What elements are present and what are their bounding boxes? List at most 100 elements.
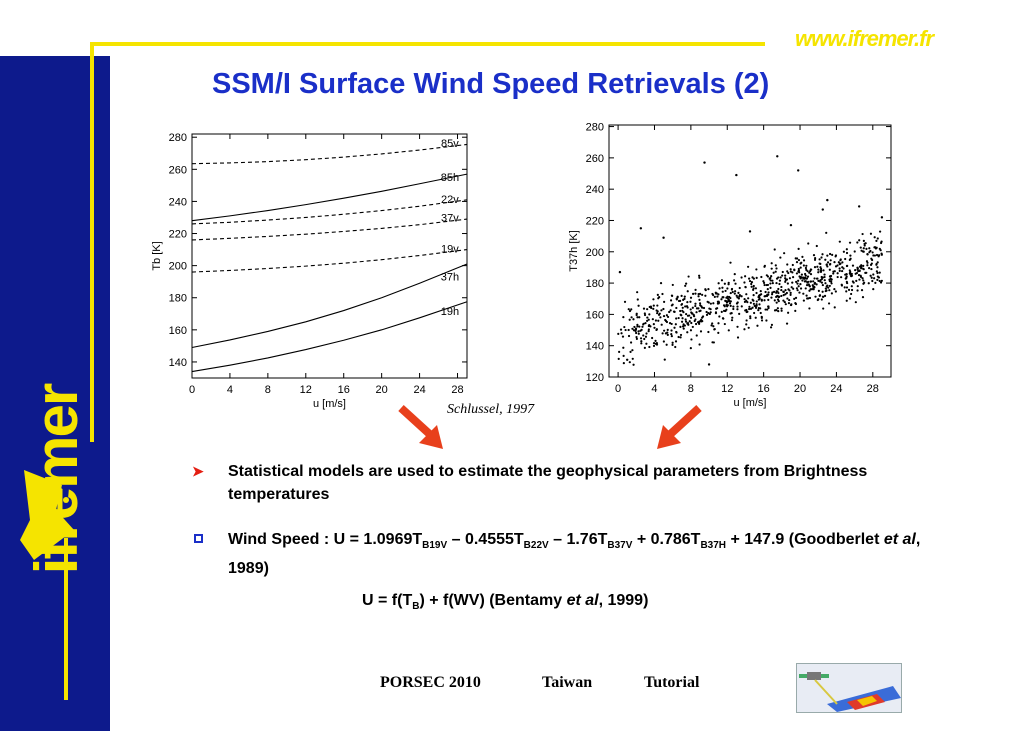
- scatter-point: [822, 295, 825, 298]
- scatter-point: [651, 336, 654, 340]
- scatter-point: [863, 242, 866, 245]
- scatter-point: [842, 250, 845, 253]
- scatter-point: [767, 305, 770, 308]
- scatter-point: [631, 327, 634, 330]
- scatter-point: [661, 292, 664, 296]
- scatter-point: [671, 343, 674, 346]
- scatter-point: [685, 282, 688, 285]
- scatter-point: [789, 291, 792, 294]
- scatter-point: [638, 316, 641, 319]
- scatter-point: [825, 231, 828, 234]
- scatter-point: [773, 248, 776, 251]
- scatter-point: [822, 307, 825, 310]
- site-url[interactable]: www.ifremer.fr: [795, 26, 934, 51]
- scatter-point: [847, 288, 851, 291]
- arrowhead-bullet-icon: ➤: [192, 463, 204, 479]
- scatter-point: [880, 253, 883, 256]
- scatter-point: [803, 280, 806, 283]
- scatter-point: [759, 311, 762, 315]
- scatter-point: [770, 267, 773, 270]
- scatter-point: [762, 280, 765, 283]
- scatter-point: [745, 323, 748, 326]
- scatter-point: [782, 299, 785, 302]
- x-tick-label: 8: [688, 383, 694, 395]
- scatter-point: [736, 325, 739, 328]
- scatter-point: [812, 280, 815, 283]
- scatter-point: [698, 274, 701, 277]
- scatter-point: [862, 279, 865, 282]
- equation-subscript: B37H: [700, 540, 727, 552]
- scatter-point: [808, 284, 811, 287]
- scatter-point: [685, 305, 689, 308]
- scatter-point: [862, 264, 865, 267]
- y-axis-label: Tb [K]: [151, 241, 163, 270]
- scatter-point: [670, 335, 673, 338]
- scatter-point: [726, 295, 729, 298]
- series-line-85v: [191, 143, 468, 165]
- scatter-point: [657, 313, 661, 316]
- scatter-point: [644, 322, 647, 325]
- scatter-point: [748, 277, 751, 280]
- scatter-point: [686, 331, 689, 334]
- scatter-point: [718, 287, 721, 290]
- scatter-point: [643, 346, 646, 349]
- scatter-point: [642, 334, 645, 337]
- y-tick-label: 180: [586, 278, 604, 290]
- scatter-point: [721, 286, 724, 289]
- scatter-point: [760, 319, 764, 322]
- scatter-point: [668, 322, 672, 325]
- logo-emblem-icon: [20, 470, 74, 560]
- scatter-point: [627, 308, 630, 311]
- scatter-point: [853, 250, 856, 253]
- scatter-point: [665, 314, 668, 317]
- scatter-point: [870, 257, 873, 260]
- scatter-point: [817, 298, 820, 301]
- scatter-point: [845, 276, 848, 279]
- scatter-point: [814, 295, 817, 298]
- scatter-point: [662, 340, 665, 343]
- scatter-point: [670, 322, 673, 326]
- scatter-point: [824, 258, 827, 261]
- scatter-point: [654, 319, 658, 322]
- scatter-point: [699, 309, 702, 312]
- scatter-point: [820, 256, 823, 259]
- scatter-point: [726, 300, 729, 303]
- x-tick-label: 28: [867, 383, 879, 395]
- scatter-point: [781, 274, 784, 277]
- scatter-point: [827, 286, 830, 289]
- scatter-point: [736, 336, 740, 339]
- tb-model-chart: 0 4 8 12 16 20 24 28 140 160 180 200 220 240 260 280 u […: [148, 126, 478, 411]
- scatter-point: [833, 287, 836, 291]
- scatter-point: [653, 326, 656, 329]
- scatter-point: [670, 329, 673, 332]
- scatter-point: [777, 291, 780, 295]
- scatter-point: [851, 280, 854, 283]
- scatter-point: [828, 275, 832, 278]
- scatter-point: [807, 242, 810, 245]
- scatter-point: [743, 328, 746, 331]
- scatter-point: [765, 319, 768, 322]
- scatter-point: [856, 241, 859, 244]
- scatter-point: [748, 305, 751, 308]
- scatter-point: [824, 287, 827, 290]
- scatter-point: [821, 276, 824, 279]
- x-tick-label: 0: [189, 384, 195, 396]
- scatter-point: [779, 256, 782, 259]
- scatter-point: [875, 270, 878, 273]
- y-tick-label: 180: [169, 293, 187, 305]
- scatter-point: [711, 341, 714, 344]
- scatter-point: [816, 277, 819, 280]
- scatter-point: [666, 333, 669, 337]
- equation-part: – 1.76T: [548, 531, 608, 548]
- scatter-point: [849, 270, 852, 274]
- scatter-point: [876, 275, 879, 278]
- scatter-point: [750, 285, 753, 288]
- scatter-point: [646, 316, 649, 319]
- series-label-37h: 37h: [441, 271, 459, 283]
- scatter-point: [808, 289, 811, 292]
- scatter-point: [733, 292, 736, 295]
- scatter-point: [709, 311, 712, 314]
- scatter-point: [628, 361, 631, 364]
- scatter-point: [770, 323, 774, 327]
- scatter-point: [878, 279, 881, 283]
